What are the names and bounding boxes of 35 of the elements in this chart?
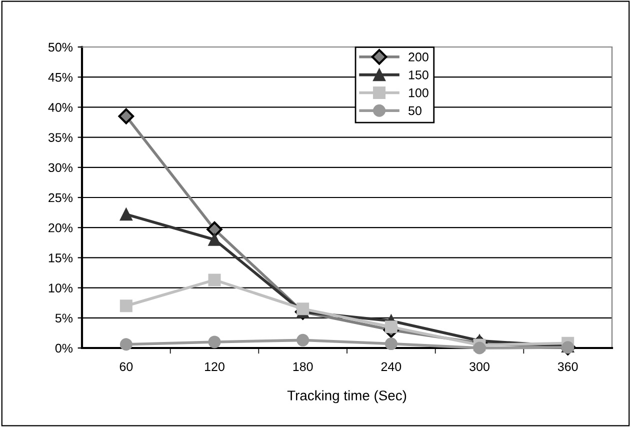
y-tick-label: 25% [48,193,73,202]
legend-label: 50 [408,106,422,116]
point [208,233,221,246]
y-tick-label: 50% [48,42,73,52]
point [120,208,132,221]
y-tick-label: 20% [48,223,73,232]
point [296,334,310,346]
y-tick-label: 35% [48,133,73,142]
x-tick-label: 300 [470,362,490,372]
x-tick-label: 120 [205,362,224,372]
legend-label: 200 [408,52,428,62]
y-tick-label: 40% [48,103,73,112]
y-tick-label: 5% [55,314,73,323]
point [208,274,221,286]
legend-label: 150 [408,70,428,80]
x-tick-label: 240 [381,362,402,372]
point [208,336,221,348]
y-tick-label: 15% [48,254,73,262]
y-tick-label: 0% [55,344,73,353]
y-tick-label: 45% [48,72,73,82]
point [473,342,486,354]
x-tick-label: 180 [293,362,313,372]
point [120,300,132,312]
y-tick-label: 10% [48,284,73,292]
point [118,108,134,124]
point [384,338,398,350]
x-tick-label: 60 [120,362,133,372]
x-tick-label: 360 [558,362,578,372]
y-tick-label: 30% [48,163,73,172]
x-axis-title: Tracking time (Sec) [287,390,406,404]
point [120,338,132,351]
point [384,320,398,334]
legend-label: 100 [408,88,428,98]
point [206,221,222,238]
point [296,302,310,316]
